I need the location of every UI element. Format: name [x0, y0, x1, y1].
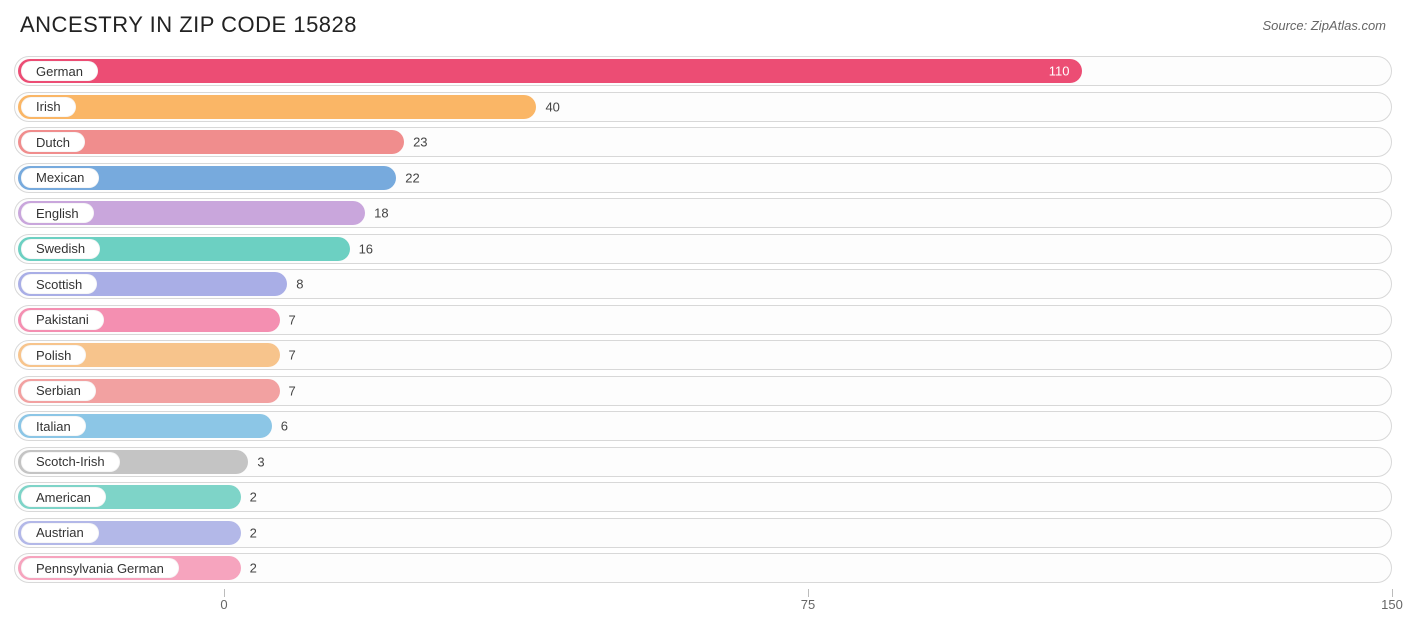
x-tick [808, 589, 809, 597]
bar-value: 3 [257, 454, 264, 469]
bar-value: 22 [405, 170, 419, 185]
bar-row: Mexican 22 [14, 163, 1392, 193]
bar-row: Polish 7 [14, 340, 1392, 370]
bar-label-pill: American [21, 487, 106, 507]
bar-label-pill: English [21, 203, 94, 223]
bar-label: Austrian [36, 525, 84, 540]
bar-value: 23 [413, 135, 427, 150]
bar-row: Italian 6 [14, 411, 1392, 441]
bar-row: Serbian 7 [14, 376, 1392, 406]
bar-label-pill: Mexican [21, 168, 99, 188]
bar-row: American 2 [14, 482, 1392, 512]
bar-value: 8 [296, 277, 303, 292]
x-tick [1392, 589, 1393, 597]
bar-row: 110 German [14, 56, 1392, 86]
bar-label-pill: Serbian [21, 381, 96, 401]
bar-row: Scotch-Irish 3 [14, 447, 1392, 477]
bar-label: Italian [36, 419, 71, 434]
chart-area: 110GermanIrish40Dutch23Mexican22English1… [0, 48, 1406, 583]
bar-row: Dutch 23 [14, 127, 1392, 157]
bar-value: 2 [250, 561, 257, 576]
bar-label-pill: Italian [21, 416, 86, 436]
x-tick-label: 0 [220, 597, 227, 612]
bar-label: Pennsylvania German [36, 561, 164, 576]
bar-row: English 18 [14, 198, 1392, 228]
bar-row: Pakistani 7 [14, 305, 1392, 335]
bar-value: 7 [289, 312, 296, 327]
bar-label: Scotch-Irish [36, 454, 105, 469]
bar-value: 7 [289, 348, 296, 363]
x-tick-label: 75 [801, 597, 815, 612]
bar-label-pill: Polish [21, 345, 86, 365]
bar-row: Swedish 16 [14, 234, 1392, 264]
bar-row: Pennsylvania German 2 [14, 553, 1392, 583]
bar-fill: 110 [18, 59, 1082, 83]
bar-label: German [36, 64, 83, 79]
bar-row: Austrian 2 [14, 518, 1392, 548]
bar-label-pill: Dutch [21, 132, 85, 152]
bar-label-pill: German [21, 61, 98, 81]
bar-label-pill: Pennsylvania German [21, 558, 179, 578]
bar-value: 2 [250, 525, 257, 540]
bar-fill [18, 95, 536, 119]
bar-label: Mexican [36, 170, 84, 185]
bar-value: 110 [1049, 64, 1070, 79]
bar-label-pill: Pakistani [21, 310, 104, 330]
bar-label: American [36, 490, 91, 505]
bar-label: Polish [36, 348, 71, 363]
bar-value: 18 [374, 206, 388, 221]
bar-value: 7 [289, 383, 296, 398]
bar-label-pill: Irish [21, 97, 76, 117]
chart-title: ANCESTRY IN ZIP CODE 15828 [20, 12, 357, 38]
chart-header: ANCESTRY IN ZIP CODE 15828 Source: ZipAt… [0, 0, 1406, 48]
bar-value: 40 [545, 99, 559, 114]
bar-label-pill: Scotch-Irish [21, 452, 120, 472]
bar-row: Irish 40 [14, 92, 1392, 122]
chart-source: Source: ZipAtlas.com [1262, 12, 1386, 33]
bar-label-pill: Scottish [21, 274, 97, 294]
x-axis: 075150 [14, 589, 1392, 613]
bar-label: English [36, 206, 79, 221]
bar-label: Scottish [36, 277, 82, 292]
bar-label-pill: Austrian [21, 523, 99, 543]
bar-label: Pakistani [36, 312, 89, 327]
x-tick-label: 150 [1381, 597, 1403, 612]
bar-row: Scottish 8 [14, 269, 1392, 299]
bar-value: 6 [281, 419, 288, 434]
bar-label: Irish [36, 99, 61, 114]
bar-label: Swedish [36, 241, 85, 256]
bar-label-pill: Swedish [21, 239, 100, 259]
x-tick [224, 589, 225, 597]
bar-label: Dutch [36, 135, 70, 150]
bar-value: 2 [250, 490, 257, 505]
bar-label: Serbian [36, 383, 81, 398]
bar-value: 16 [359, 241, 373, 256]
